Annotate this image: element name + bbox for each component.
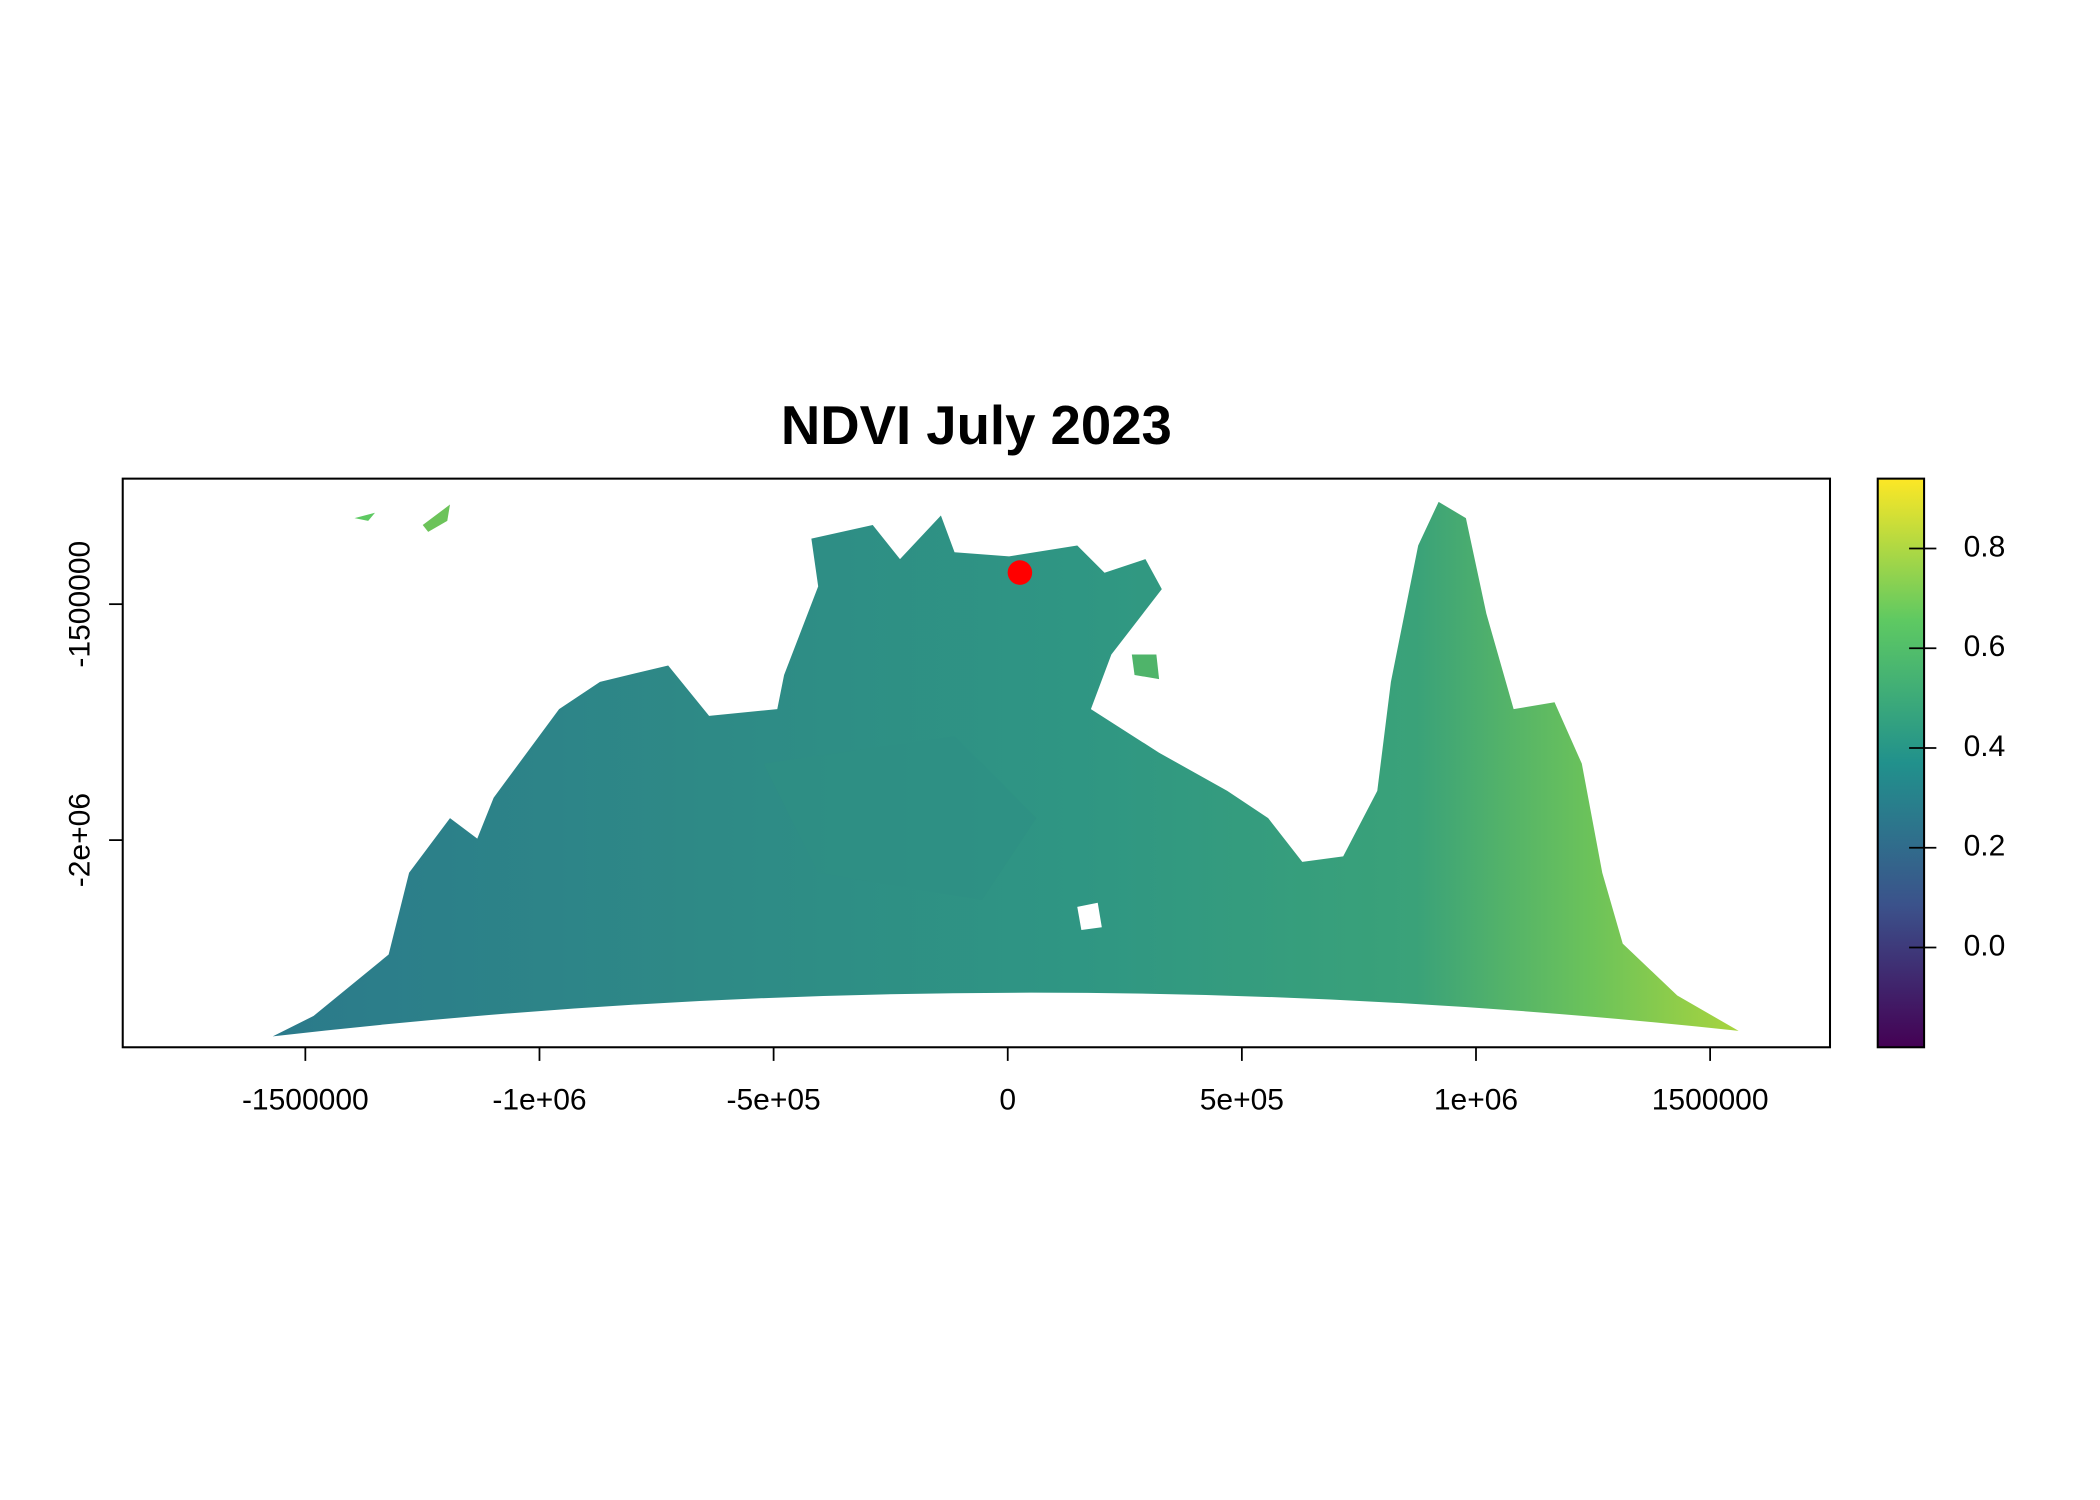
map-title: NDVI July 2023 (781, 395, 1172, 456)
x-tick-label: -5e+05 (726, 1084, 820, 1117)
study-area-marker (1007, 560, 1033, 585)
colorbar-tick-label: 0.0 (1964, 929, 2006, 962)
ndvi-raster (272, 501, 1739, 1037)
inland-patch (763, 736, 1037, 900)
x-tick-label: 0 (999, 1084, 1016, 1117)
land-area (272, 501, 1739, 1037)
colorbar-tick-label: 0.4 (1964, 730, 2006, 763)
colorbar (1876, 477, 1926, 1049)
x-tick-label: 5e+05 (1200, 1084, 1284, 1117)
colorbar-tick-label: 0.6 (1964, 630, 2006, 663)
island (1131, 654, 1160, 680)
island (422, 504, 450, 532)
island (354, 512, 375, 521)
x-tick-label: -1e+06 (492, 1084, 586, 1117)
x-tick-label: 1e+06 (1434, 1084, 1518, 1117)
y-tick-label: -2e+06 (64, 793, 97, 887)
y-tick-label: -1500000 (64, 541, 97, 668)
water-gap (1077, 902, 1102, 930)
x-tick-label: 1500000 (1652, 1084, 1769, 1117)
plot-border (121, 477, 1832, 1049)
colorbar-tick-label: 0.2 (1964, 830, 2006, 863)
x-tick-label: -1500000 (242, 1084, 369, 1117)
colorbar-tick-label: 0.8 (1964, 530, 2006, 563)
